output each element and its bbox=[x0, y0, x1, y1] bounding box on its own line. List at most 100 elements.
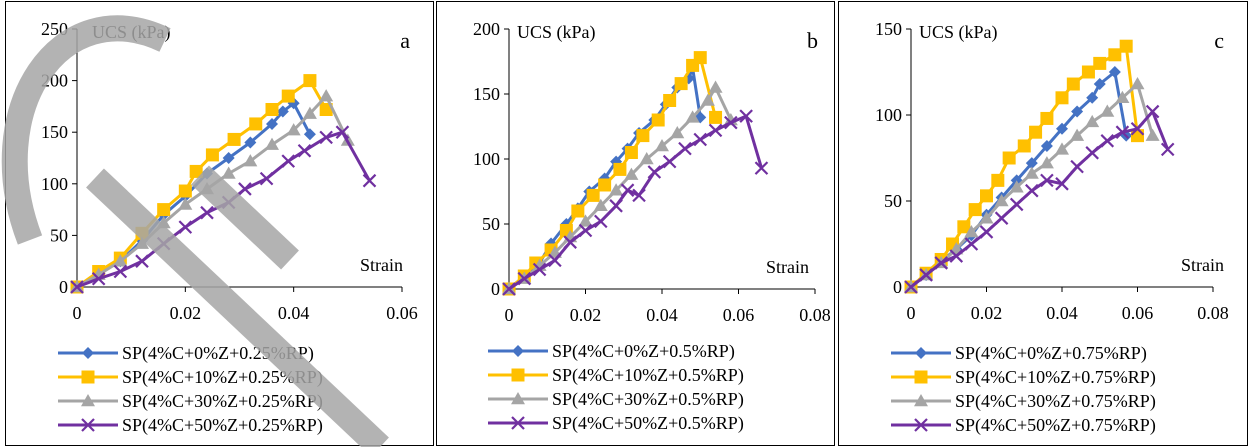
data-point-marker bbox=[135, 254, 149, 268]
chart-panel-c: 0 50 100 150 0 0.02 0.04 0.06 0.08 UCS (kPa) Strai… bbox=[875, 19, 1229, 436]
data-point-marker-stroke-2 bbox=[178, 220, 193, 234]
data-point-marker-stroke-2 bbox=[563, 235, 577, 249]
data-point-marker bbox=[586, 188, 600, 202]
data-point-marker bbox=[620, 183, 635, 197]
data-point-marker-stroke-2 bbox=[578, 223, 593, 238]
data-point-marker bbox=[70, 280, 84, 294]
data-point-marker bbox=[265, 137, 279, 150]
data-point-marker bbox=[1040, 111, 1054, 125]
legend-entry: SP(4%C+30%Z+0.25%RP) bbox=[58, 391, 323, 412]
data-point-marker bbox=[647, 165, 662, 179]
data-point-marker bbox=[632, 188, 646, 203]
legend-label: SP(4%C+10%Z+0.25%RP) bbox=[122, 367, 323, 388]
data-point-marker bbox=[1130, 121, 1145, 136]
data-point-marker bbox=[1100, 104, 1115, 117]
data-point-marker-stroke-2 bbox=[919, 268, 933, 282]
data-point-marker bbox=[249, 117, 263, 131]
data-point-marker-stroke-2 bbox=[1040, 173, 1054, 188]
data-point-marker-stroke-2 bbox=[693, 132, 708, 147]
legend-entry: SP(4%C+50%Z+0.25%RP) bbox=[58, 415, 323, 436]
data-point-marker bbox=[934, 256, 948, 270]
data-point-marker-stroke-2 bbox=[362, 173, 377, 188]
data-point-marker bbox=[1024, 166, 1039, 179]
data-point-marker bbox=[1085, 146, 1099, 160]
x-tick-label: 0 bbox=[907, 303, 916, 323]
data-point-marker bbox=[178, 220, 193, 234]
data-point-marker bbox=[1070, 159, 1084, 174]
data-point-marker bbox=[244, 136, 257, 149]
legend-label: SP(4%C+30%Z+0.25%RP) bbox=[122, 391, 323, 412]
data-point-marker-stroke-2 bbox=[739, 109, 753, 123]
data-point-marker-stroke-2 bbox=[1025, 183, 1039, 198]
x-tick-label: 0.04 bbox=[646, 305, 678, 325]
x-tick-label: 0.02 bbox=[570, 305, 602, 325]
data-point-marker bbox=[949, 249, 964, 263]
legend-entry: SP(4%C+0%Z+0.75%RP) bbox=[891, 343, 1147, 364]
data-point-marker bbox=[685, 110, 700, 123]
y-tick-label: 0 bbox=[491, 279, 500, 299]
data-point-marker-stroke-2 bbox=[1009, 197, 1024, 212]
data-point-marker-stroke-2 bbox=[647, 165, 662, 179]
data-point-marker bbox=[739, 109, 753, 123]
data-point-marker bbox=[1145, 128, 1160, 141]
data-point-marker-stroke-2 bbox=[904, 280, 918, 294]
chart-panel-b: 0 50 100 150 200 0 0.02 0.04 0.06 0.08 UCS (kPa) St… bbox=[473, 19, 831, 434]
legend-entry: SP(4%C+0%Z+0.5%RP) bbox=[488, 341, 735, 362]
data-point-marker-stroke-2 bbox=[532, 262, 547, 277]
data-point-marker bbox=[1145, 104, 1160, 119]
data-point-marker bbox=[189, 164, 203, 178]
y-tick-label: 50 bbox=[50, 225, 68, 245]
panel-letter: b bbox=[807, 28, 818, 53]
data-point-marker bbox=[693, 51, 707, 65]
data-point-marker bbox=[1086, 91, 1099, 104]
legend-swatch-marker-stroke-2 bbox=[511, 416, 525, 430]
data-point-marker bbox=[91, 271, 106, 286]
data-point-marker bbox=[1066, 77, 1080, 91]
data-point-marker-stroke-2 bbox=[949, 249, 964, 263]
data-point-marker bbox=[1093, 78, 1106, 91]
data-point-marker bbox=[655, 139, 669, 152]
data-point-marker-stroke-2 bbox=[91, 271, 106, 286]
data-point-marker bbox=[1085, 114, 1100, 128]
data-point-marker bbox=[663, 94, 677, 107]
data-point-marker bbox=[1002, 151, 1016, 165]
legend-entry: SP(4%C+30%Z+0.75%RP) bbox=[891, 391, 1156, 412]
data-point-marker-stroke-2 bbox=[238, 182, 252, 196]
data-point-marker bbox=[979, 225, 994, 239]
data-point-marker bbox=[243, 154, 258, 167]
data-point-marker bbox=[1093, 56, 1107, 70]
data-point-marker-stroke-2 bbox=[662, 154, 677, 169]
data-point-marker-stroke-2 bbox=[319, 130, 333, 145]
data-point-marker bbox=[1115, 90, 1130, 104]
data-point-marker bbox=[335, 125, 350, 139]
data-point-marker-stroke-2 bbox=[548, 253, 562, 268]
data-point-marker-stroke-2 bbox=[1145, 104, 1160, 119]
legend-swatch-marker bbox=[511, 392, 525, 405]
legend-swatch-marker-stroke-2 bbox=[914, 418, 928, 432]
series-3 bbox=[904, 77, 1160, 293]
data-point-marker bbox=[1017, 139, 1031, 153]
panel-c-frame bbox=[838, 1, 1248, 446]
data-point-marker-stroke-2 bbox=[335, 125, 350, 139]
data-point-marker-stroke-2 bbox=[1160, 142, 1175, 157]
x-tick-label: 0.04 bbox=[1046, 303, 1078, 323]
legend-label: SP(4%C+30%Z+0.75%RP) bbox=[955, 391, 1156, 412]
data-point-marker-stroke-2 bbox=[281, 154, 296, 168]
data-point-marker bbox=[1039, 156, 1054, 169]
data-point-marker-stroke-2 bbox=[964, 237, 979, 251]
x-tick-label: 0.04 bbox=[278, 303, 310, 323]
data-point-marker bbox=[994, 211, 1009, 225]
y-tick-label: 150 bbox=[41, 122, 68, 142]
data-point-marker bbox=[1055, 91, 1069, 105]
data-point-marker bbox=[286, 123, 301, 136]
data-point-marker-stroke-2 bbox=[135, 254, 149, 268]
y-tick-label: 0 bbox=[893, 277, 902, 297]
series-line bbox=[508, 86, 733, 291]
data-point-marker bbox=[319, 130, 333, 145]
data-point-marker bbox=[957, 220, 971, 234]
data-point-marker bbox=[266, 117, 278, 130]
data-point-marker-stroke-2 bbox=[297, 143, 312, 158]
data-point-marker bbox=[135, 236, 149, 249]
data-point-marker-stroke-2 bbox=[1055, 177, 1069, 191]
data-point-marker bbox=[238, 182, 252, 196]
